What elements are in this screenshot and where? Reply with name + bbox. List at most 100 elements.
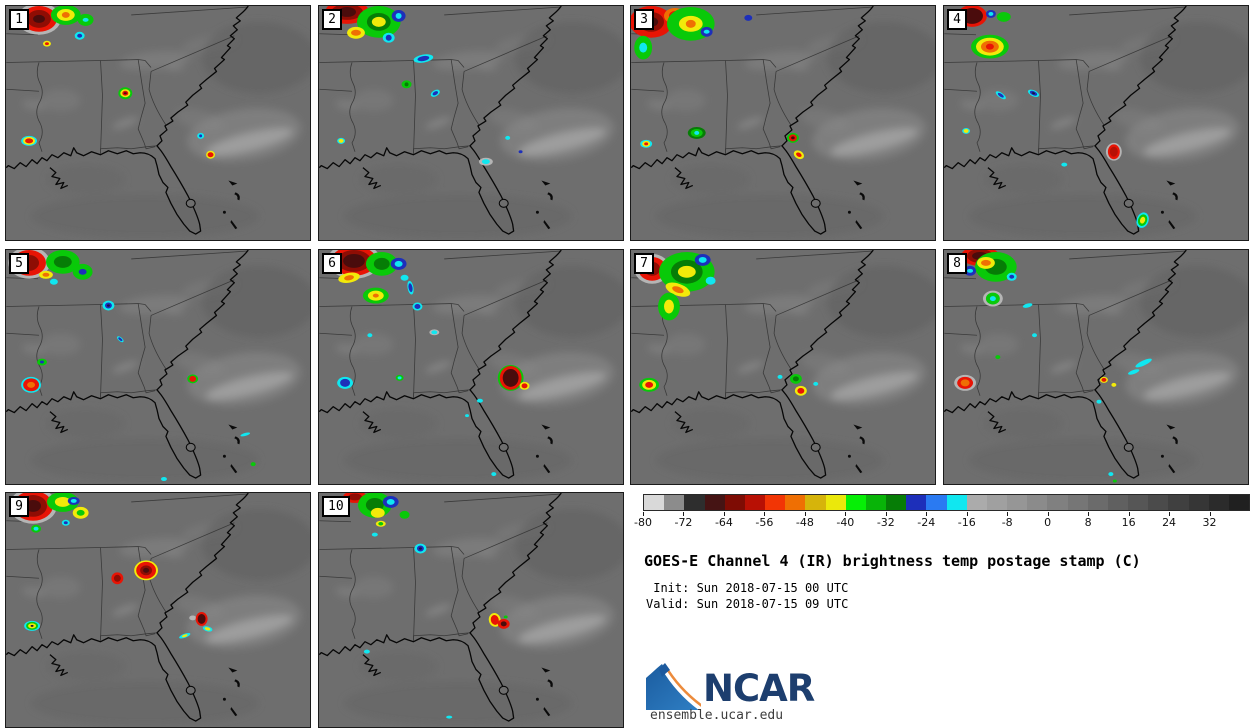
colorbar-tick-label: -8 (1001, 516, 1013, 529)
storm-blob (687, 126, 706, 139)
storm-blob (72, 263, 93, 280)
storm-blob (367, 333, 373, 338)
forecast-panel-10: 10 (318, 492, 624, 728)
colorbar-segment (1188, 495, 1209, 510)
storm-blob (61, 519, 70, 526)
storm-blob (414, 543, 427, 554)
colorbar-tick-label: -32 (876, 516, 895, 529)
colorbar-segment (1128, 495, 1149, 510)
panel-number-badge: 9 (9, 496, 29, 517)
storm-blob (179, 633, 191, 639)
storm-blob (1032, 333, 1038, 338)
forecast-panel-3: 3 (630, 5, 936, 241)
storm-blob (658, 292, 680, 321)
satellite-map (319, 6, 623, 240)
colorbar-tick-label: 0 (1044, 516, 1052, 529)
panel-number-badge: 8 (947, 253, 967, 274)
panel-number-badge: 5 (9, 253, 29, 274)
storm-blob (1099, 376, 1108, 383)
storm-blob (985, 9, 996, 18)
storm-blob (786, 132, 799, 143)
ncar-logo: NCAR (645, 663, 815, 711)
storm-blob (465, 414, 470, 418)
panel-number-badge: 7 (634, 253, 654, 274)
storm-blob (382, 32, 395, 43)
colorbar-segment (1148, 495, 1169, 510)
storm-blob (370, 507, 385, 518)
storm-blob (365, 251, 398, 276)
storm-blob (813, 381, 819, 386)
colorbar-tick-label: 16 (1121, 516, 1136, 529)
satellite-map (944, 6, 1248, 240)
storm-blob (390, 257, 407, 270)
storm-blob (971, 34, 1009, 59)
storm-blob (744, 14, 753, 21)
colorbar-tick (764, 512, 766, 516)
init-time-label: Init: Sun 2018-07-15 00 UTC (646, 581, 849, 595)
colorbar-segment (1047, 495, 1068, 510)
storm-blob (954, 374, 977, 391)
forecast-panel-6: 6 (318, 249, 624, 485)
colorbar-segment (1067, 495, 1088, 510)
satellite-map (631, 6, 935, 240)
storm-blob (996, 11, 1011, 22)
colorbar-tick (1128, 512, 1130, 516)
colorbar-segment (946, 495, 967, 510)
colorbar-tick (723, 512, 725, 516)
satellite-map (6, 250, 310, 484)
storm-blob (401, 80, 412, 89)
colorbar-tick (1047, 512, 1049, 516)
storm-blob (240, 432, 251, 437)
panel-number-badge: 3 (634, 9, 654, 30)
storm-blob (189, 615, 197, 621)
storm-blob (1111, 382, 1117, 387)
colorbar-tick-label: 8 (1084, 516, 1092, 529)
colorbar-tick-label: -24 (917, 516, 936, 529)
storm-blob (700, 26, 713, 37)
colorbar-tick (804, 512, 806, 516)
storm-blob (995, 91, 1006, 100)
valid-time-label: Valid: Sun 2018-07-15 09 UTC (646, 597, 849, 611)
colorbar-segment (1208, 495, 1229, 510)
satellite-map (6, 6, 310, 240)
storm-blob (382, 495, 399, 508)
colorbar-tick-label: -40 (836, 516, 855, 529)
storm-blob (705, 276, 716, 285)
storm-blob (118, 87, 133, 100)
storm-blob (31, 524, 41, 533)
colorbar-segment (1168, 495, 1189, 510)
storm-blob (356, 6, 401, 38)
storm-blob (639, 377, 660, 392)
satellite-map (631, 250, 935, 484)
forecast-panel-1: 1 (5, 5, 311, 241)
forecast-panel-5: 5 (5, 249, 311, 485)
panel-number-badge: 4 (947, 9, 967, 30)
storm-blob (250, 462, 256, 467)
colorbar-segment (966, 495, 987, 510)
storm-blob (347, 26, 365, 39)
colorbar-tick (1169, 512, 1171, 516)
storm-blob (117, 336, 124, 343)
storm-blob (1105, 142, 1122, 161)
satellite-map (6, 493, 310, 727)
storm-blob (634, 35, 653, 60)
forecast-panel-9: 9 (5, 492, 311, 728)
storm-blob (50, 6, 81, 25)
colorbar-segment (785, 495, 806, 510)
storm-blob (371, 532, 378, 537)
storm-blob (195, 611, 208, 626)
colorbar-segment (724, 495, 745, 510)
storm-blob (337, 376, 354, 389)
storm-blob (67, 496, 80, 505)
storm-blob (1096, 399, 1102, 404)
storm-blob (413, 54, 434, 63)
colorbar-tick-label: -72 (674, 516, 693, 529)
storm-blob (794, 385, 807, 396)
storm-blob (400, 274, 409, 281)
panel-number-badge: 2 (322, 9, 342, 30)
storm-blob (1022, 303, 1033, 308)
colorbar-segment (1007, 495, 1028, 510)
colorbar-tick-label: -64 (714, 516, 733, 529)
colorbar-segment (845, 495, 866, 510)
storm-blob (197, 132, 205, 139)
